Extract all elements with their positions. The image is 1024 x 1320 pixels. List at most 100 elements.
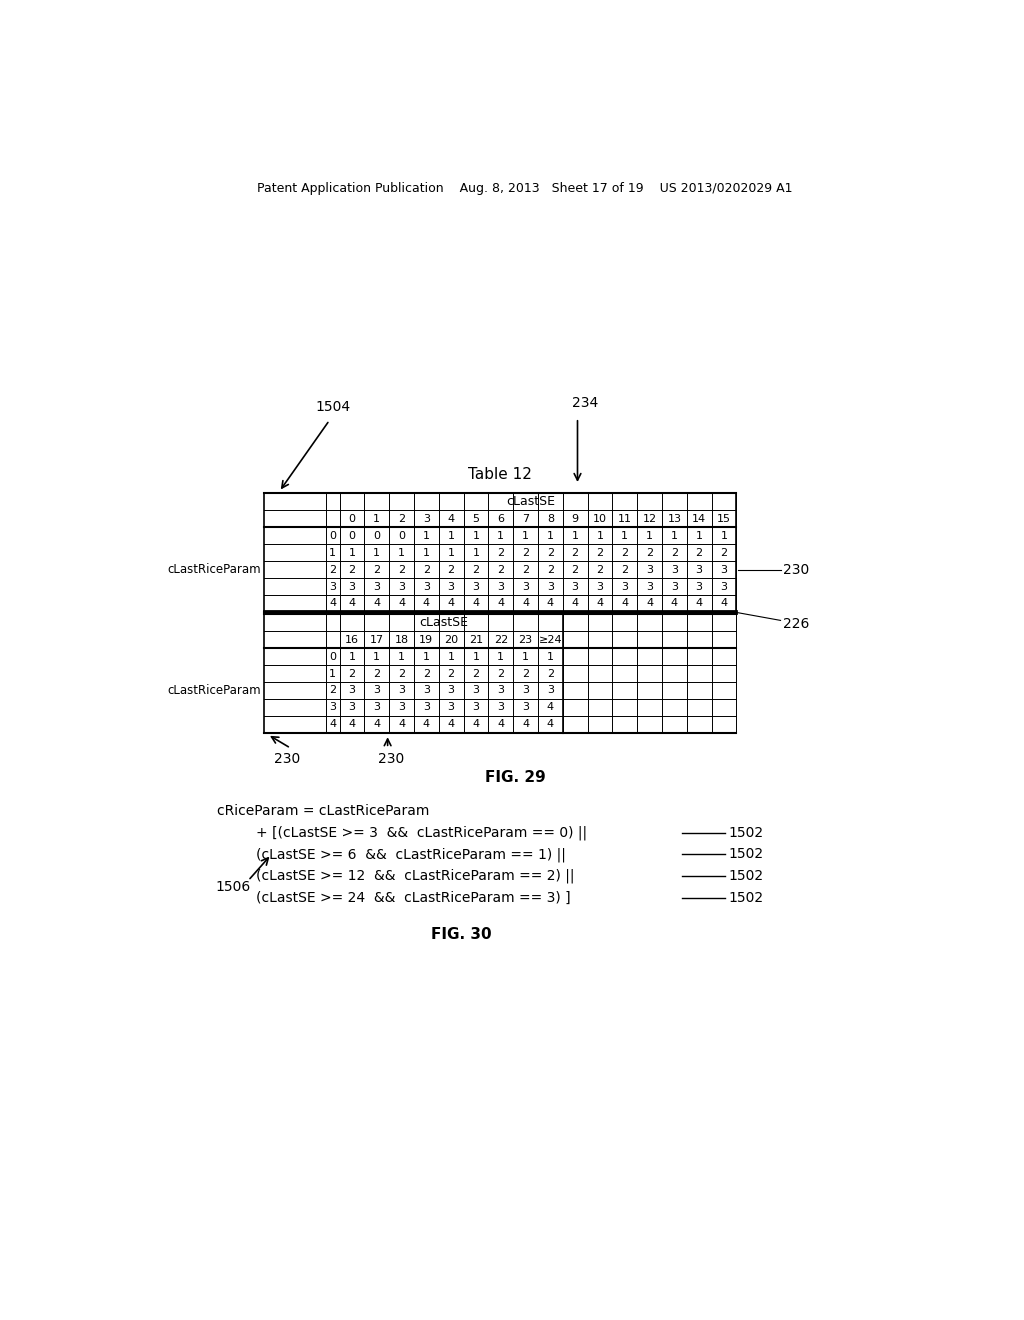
Text: 7: 7 [522, 513, 529, 524]
Text: 4: 4 [447, 513, 455, 524]
Text: 1502: 1502 [729, 891, 764, 904]
Text: 3: 3 [374, 702, 380, 713]
Text: 4: 4 [646, 598, 653, 609]
Text: 3: 3 [646, 565, 653, 574]
Text: 230: 230 [783, 562, 809, 577]
Text: 2: 2 [522, 668, 529, 678]
Text: 4: 4 [695, 598, 702, 609]
Text: Table 12: Table 12 [468, 467, 531, 482]
Text: 4: 4 [373, 719, 380, 730]
Text: 10: 10 [593, 513, 607, 524]
Text: 4: 4 [547, 598, 554, 609]
Text: 14: 14 [692, 513, 707, 524]
Text: 3: 3 [721, 582, 727, 591]
Text: 0: 0 [329, 531, 336, 541]
Text: 2: 2 [721, 548, 727, 557]
Text: 4: 4 [498, 719, 505, 730]
Text: 2: 2 [373, 565, 380, 574]
Text: 3: 3 [547, 685, 554, 696]
Text: 2: 2 [398, 565, 406, 574]
Text: 1: 1 [398, 548, 406, 557]
Text: 0: 0 [374, 531, 380, 541]
Text: 1: 1 [646, 531, 653, 541]
Text: 12: 12 [642, 513, 656, 524]
Text: 3: 3 [398, 582, 406, 591]
Text: 4: 4 [498, 598, 505, 609]
Text: 1504: 1504 [315, 400, 351, 414]
Text: 4: 4 [671, 598, 678, 609]
Text: 3: 3 [374, 582, 380, 591]
Text: 234: 234 [572, 396, 598, 411]
Text: 2: 2 [348, 668, 355, 678]
Text: 16: 16 [345, 635, 359, 644]
Text: 4: 4 [522, 598, 529, 609]
Text: cLastRiceParam: cLastRiceParam [168, 564, 261, 576]
Text: 2: 2 [695, 548, 702, 557]
Text: 0: 0 [398, 531, 406, 541]
Text: 3: 3 [348, 685, 355, 696]
Text: 2: 2 [329, 565, 336, 574]
Text: 1502: 1502 [729, 869, 764, 883]
Text: 20: 20 [444, 635, 458, 644]
Text: 2: 2 [646, 548, 653, 557]
Text: 2: 2 [547, 565, 554, 574]
Text: (cLastSE >= 12  &&  cLastRiceParam == 2) ||: (cLastSE >= 12 && cLastRiceParam == 2) |… [256, 869, 574, 883]
Text: 1: 1 [423, 652, 430, 661]
Text: 3: 3 [398, 702, 406, 713]
Text: 4: 4 [348, 598, 355, 609]
Text: 4: 4 [373, 598, 380, 609]
Text: 1: 1 [348, 652, 355, 661]
Text: 3: 3 [423, 702, 430, 713]
Text: (cLastSE >= 6  &&  cLastRiceParam == 1) ||: (cLastSE >= 6 && cLastRiceParam == 1) || [256, 847, 565, 862]
Text: cLastSE: cLastSE [507, 495, 555, 508]
Text: 1: 1 [596, 531, 603, 541]
Text: 1: 1 [622, 531, 629, 541]
Text: 1: 1 [522, 531, 529, 541]
Text: 1502: 1502 [729, 847, 764, 862]
Text: 3: 3 [695, 582, 702, 591]
Text: 4: 4 [596, 598, 603, 609]
Text: 1: 1 [671, 531, 678, 541]
Text: 2: 2 [498, 548, 505, 557]
Text: 19: 19 [419, 635, 433, 644]
Text: 3: 3 [498, 702, 504, 713]
Text: 3: 3 [571, 582, 579, 591]
Text: 4: 4 [622, 598, 629, 609]
Text: 230: 230 [273, 752, 300, 766]
Text: 1506: 1506 [215, 880, 250, 894]
Text: 4: 4 [447, 719, 455, 730]
Text: 3: 3 [695, 565, 702, 574]
Text: 1: 1 [374, 652, 380, 661]
Text: 21: 21 [469, 635, 483, 644]
Text: 5: 5 [472, 513, 479, 524]
Text: 3: 3 [522, 582, 529, 591]
Text: 3: 3 [423, 582, 430, 591]
Text: 4: 4 [329, 598, 336, 609]
Text: 1: 1 [374, 513, 380, 524]
Text: 0: 0 [348, 531, 355, 541]
Text: 3: 3 [498, 685, 504, 696]
Text: 2: 2 [571, 548, 579, 557]
Text: 1: 1 [329, 548, 336, 557]
Text: 2: 2 [472, 565, 479, 574]
Text: 1: 1 [571, 531, 579, 541]
Text: 0: 0 [348, 513, 355, 524]
Text: 4: 4 [447, 598, 455, 609]
Text: 4: 4 [547, 702, 554, 713]
Text: 3: 3 [596, 582, 603, 591]
Text: 3: 3 [472, 685, 479, 696]
Text: 3: 3 [447, 582, 455, 591]
Text: 2: 2 [398, 668, 406, 678]
Text: 0: 0 [329, 652, 336, 661]
Text: 4: 4 [547, 719, 554, 730]
Text: 3: 3 [547, 582, 554, 591]
Text: ≥24: ≥24 [539, 635, 562, 644]
Text: 1: 1 [547, 652, 554, 661]
Text: 1: 1 [472, 652, 479, 661]
Text: 4: 4 [472, 719, 479, 730]
Text: 3: 3 [671, 582, 678, 591]
Text: 1: 1 [374, 548, 380, 557]
Text: FIG. 30: FIG. 30 [431, 927, 492, 942]
Text: cLastSE: cLastSE [420, 616, 469, 630]
Text: Patent Application Publication    Aug. 8, 2013   Sheet 17 of 19    US 2013/02020: Patent Application Publication Aug. 8, 2… [257, 182, 793, 194]
